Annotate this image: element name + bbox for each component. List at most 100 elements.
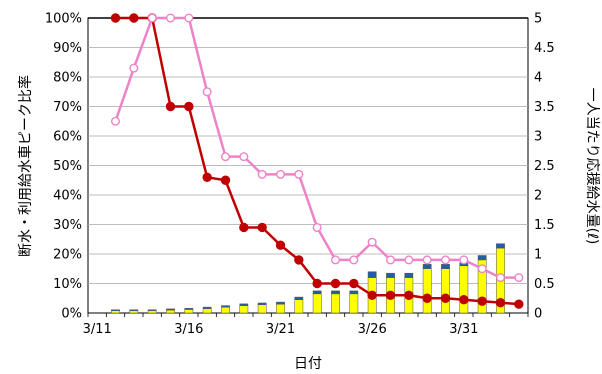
series-point-1: [404, 290, 414, 300]
left-tick-label: 30%: [53, 218, 82, 233]
series-point-2: [312, 222, 322, 232]
series-point-1: [440, 293, 451, 303]
series-point-2: [220, 152, 230, 162]
bar-yellow: [422, 268, 432, 314]
bar-yellow: [111, 310, 120, 314]
right-tick-label: 5: [534, 12, 542, 27]
bar-yellow: [276, 303, 285, 314]
series-point-1: [367, 290, 377, 300]
series-point-2: [276, 169, 286, 179]
x-tick-label: 3/11: [83, 322, 112, 337]
series-point-2: [404, 255, 414, 265]
right-tick-label: 1: [534, 248, 542, 263]
bar-blue: [276, 301, 285, 305]
bar-blue: [422, 264, 432, 270]
bar-blue: [239, 303, 249, 306]
left-axis: 0% 10% 20% 30% 40% 50% 60% 70% 80% 90% 100%: [45, 12, 82, 322]
left-tick-label: 100%: [45, 12, 82, 27]
right-tick-label: 3: [534, 130, 542, 145]
right-tick-label: 4: [534, 71, 542, 86]
series-point-2: [422, 255, 432, 265]
bar-yellow: [312, 293, 322, 314]
x-tick-label: 3/26: [358, 322, 387, 337]
bar-blue: [129, 309, 139, 311]
bar-yellow: [294, 299, 304, 314]
series-point-2: [459, 255, 469, 265]
series-point-1: [257, 222, 267, 233]
series-point-1: [239, 222, 249, 233]
bar-blue: [477, 255, 487, 261]
bar-blue: [404, 272, 414, 278]
bar-yellow: [166, 309, 175, 314]
right-tick-label: 1.5: [534, 218, 555, 233]
series-point-1: [422, 293, 432, 303]
left-tick-label: 0%: [61, 307, 82, 322]
left-tick-label: 50%: [53, 159, 82, 174]
bar-yellow: [202, 308, 212, 314]
right-tick-label: 2.5: [534, 159, 555, 174]
left-tick-label: 10%: [53, 277, 82, 292]
series-point-2: [239, 152, 249, 162]
series-point-1: [294, 255, 304, 265]
bar-blue: [312, 290, 322, 295]
series-point-2: [331, 255, 341, 265]
series-point-2: [367, 237, 377, 247]
bar-blue: [367, 271, 377, 278]
right-axis: 0 0.5 1 1.5 2 2.5 3 3.5 4 4.5 5: [534, 12, 555, 322]
bar-yellow: [257, 304, 267, 314]
series-point-1: [129, 13, 139, 23]
bar-blue: [221, 305, 230, 308]
series-point-1: [312, 278, 322, 289]
series-point-2: [184, 13, 194, 23]
series-point-2: [441, 255, 451, 265]
series-point-2: [294, 169, 304, 179]
bar-yellow: [349, 293, 359, 314]
series-point-1: [459, 295, 469, 305]
bar-blue: [441, 264, 450, 270]
bar-blue: [294, 296, 304, 300]
left-tick-label: 70%: [53, 100, 82, 115]
left-tick-label: 60%: [53, 130, 82, 145]
right-tick-label: 0.5: [534, 277, 555, 292]
series-point-1: [495, 297, 506, 308]
series-point-1: [477, 296, 487, 306]
x-tick-label: 3/16: [174, 322, 203, 337]
bar-yellow: [459, 265, 469, 314]
bar-blue: [257, 302, 267, 305]
bar-blue: [147, 309, 157, 311]
x-axis: 3/11 3/16 3/21 3/26 3/31: [83, 313, 529, 337]
series-point-1: [330, 278, 341, 289]
bar-yellow: [129, 310, 139, 314]
bar-yellow: [331, 293, 340, 314]
bar-blue: [166, 308, 175, 311]
left-tick-label: 80%: [53, 71, 82, 86]
right-tick-label: 2: [534, 189, 542, 204]
series-point-1: [220, 175, 231, 185]
bar-blue: [111, 309, 120, 311]
bar-yellow: [184, 309, 194, 314]
series-point-1: [385, 290, 396, 300]
series-point-2: [257, 169, 267, 179]
series-point-1: [184, 101, 194, 112]
left-tick-label: 40%: [53, 189, 82, 204]
series-point-1: [165, 101, 176, 112]
bar-blue: [349, 290, 359, 295]
bar-blue: [331, 290, 340, 295]
left-tick-label: 90%: [53, 41, 82, 56]
left-axis-title: 断水・利用給水車ピーク比率: [17, 75, 34, 257]
series-point-2: [386, 255, 396, 265]
series-point-1: [275, 240, 286, 250]
x-axis-title: 日付: [294, 356, 322, 372]
series-point-2: [477, 264, 487, 274]
series-point-2: [349, 255, 359, 265]
x-tick-label: 3/31: [449, 322, 478, 337]
series-point-1: [110, 13, 121, 23]
right-tick-label: 0: [534, 307, 542, 322]
series-point-1: [349, 278, 359, 289]
series-point-2: [496, 273, 506, 283]
right-tick-label: 4.5: [534, 41, 555, 56]
series-point-2: [147, 13, 157, 23]
bar-yellow: [441, 268, 450, 314]
